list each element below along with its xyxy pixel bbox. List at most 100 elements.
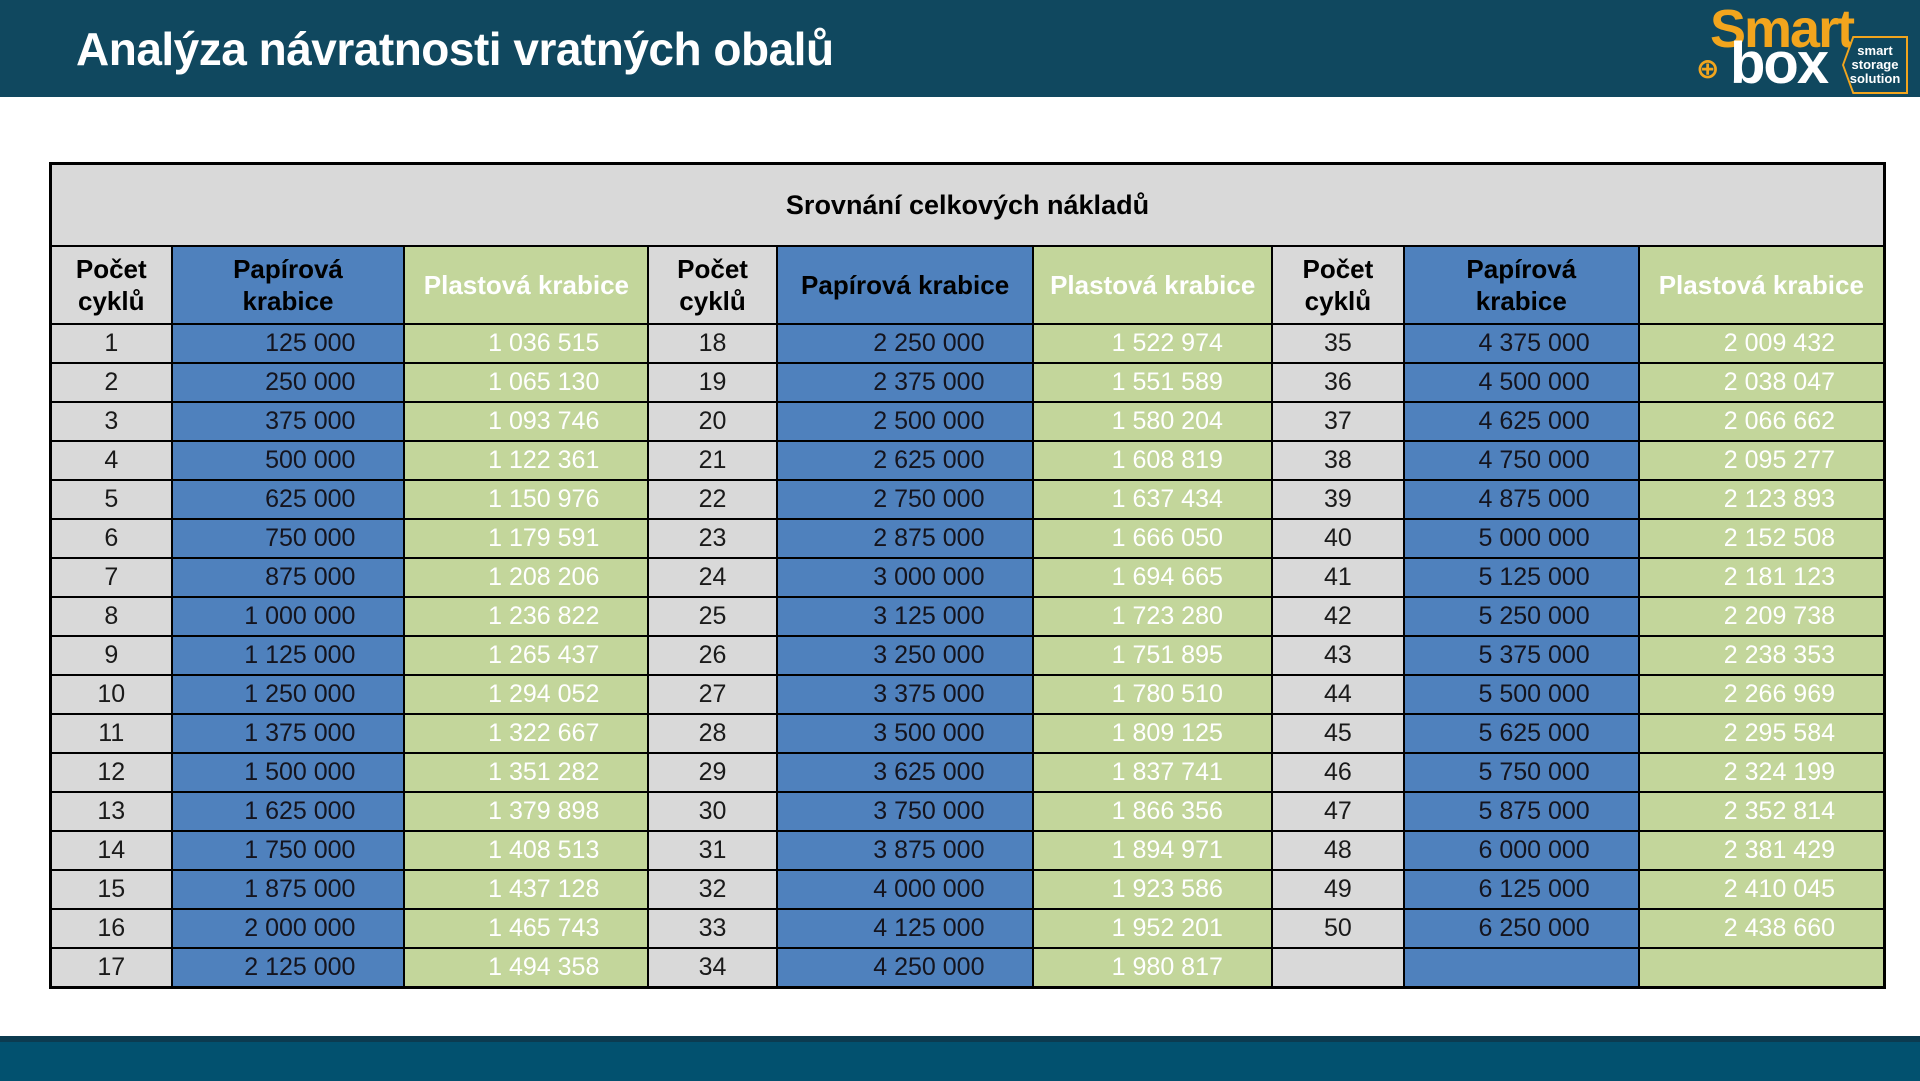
header-paper-3: Papírová krabice [1402,245,1640,325]
plastic-cell: 1 294 052 [403,674,650,715]
plastic-cell: 2 152 508 [1637,518,1886,559]
cycles-cell: 15 [49,869,173,910]
cycles-cell: 17 [49,947,173,988]
paper-cell: 1 125 000 [170,635,406,676]
cycles-cell: 18 [647,323,778,364]
plastic-cell: 1 465 743 [403,908,650,949]
paper-cell: 5 625 000 [1402,713,1640,754]
cycles-cell: 12 [49,752,173,793]
paper-cell: 1 250 000 [170,674,406,715]
cycles-cell: 25 [647,596,778,637]
plastic-cell: 1 351 282 [403,752,650,793]
cycles-cell: 50 [1270,908,1405,949]
plastic-cell: 2 209 738 [1637,596,1886,637]
tagline-line-3: solution [1849,71,1901,86]
paper-cell: 3 750 000 [775,791,1035,832]
paper-cell: 5 125 000 [1402,557,1640,598]
cycles-cell: 41 [1270,557,1405,598]
plastic-cell: 1 894 971 [1032,830,1273,871]
table-row: 17 2 125 000 1 494 358 34 4 250 000 1 980 817 [49,947,1886,988]
paper-cell: 2 000 000 [170,908,406,949]
plastic-cell: 2 295 584 [1637,713,1886,754]
paper-cell: 1 750 000 [170,830,406,871]
table-row: 6 750 000 1 179 591 23 2 875 000 1 666 050 40 5… [49,518,1886,559]
table-row: 16 2 000 000 1 465 743 33 4 125 000 1 952 201… [49,908,1886,949]
table-row: 10 1 250 000 1 294 052 27 3 375 000 1 780 510… [49,674,1886,715]
table-row: 1 125 000 1 036 515 18 2 250 000 1 522 974 35 4… [49,323,1886,364]
plastic-cell: 2 238 353 [1637,635,1886,676]
cycles-cell [1270,947,1405,988]
header-paper-1: Papírová krabice [170,245,406,325]
cycles-cell: 3 [49,401,173,442]
cycles-cell: 43 [1270,635,1405,676]
plastic-cell: 1 150 976 [403,479,650,520]
logo-tagline-box: smart storage solution [1844,38,1906,92]
cycles-cell: 34 [647,947,778,988]
paper-cell: 3 875 000 [775,830,1035,871]
paper-cell: 250 000 [170,362,406,403]
paper-cell: 1 625 000 [170,791,406,832]
plastic-cell: 1 666 050 [1032,518,1273,559]
cycles-cell: 19 [647,362,778,403]
header-plastic-2: Plastová krabice [1032,245,1273,325]
table-row: 3 375 000 1 093 746 20 2 500 000 1 580 204 37 4… [49,401,1886,442]
cycles-cell: 39 [1270,479,1405,520]
circle-plus-icon: ⊕ [1696,53,1720,84]
plastic-cell: 1 265 437 [403,635,650,676]
cost-comparison-table: Srovnání celkových nákladů Počet cyklů P… [49,162,1886,989]
plastic-cell: 1 437 128 [403,869,650,910]
paper-cell: 1 875 000 [170,869,406,910]
plastic-cell: 2 410 045 [1637,869,1886,910]
cycles-cell: 28 [647,713,778,754]
cycles-cell: 11 [49,713,173,754]
paper-cell: 5 250 000 [1402,596,1640,637]
plastic-cell: 2 123 893 [1637,479,1886,520]
tagline-line-1: smart [1857,43,1893,58]
plastic-cell: 2 095 277 [1637,440,1886,481]
paper-cell: 4 250 000 [775,947,1035,988]
table-row: 13 1 625 000 1 379 898 30 3 750 000 1 866 356… [49,791,1886,832]
plastic-cell: 1 208 206 [403,557,650,598]
cycles-cell: 31 [647,830,778,871]
plastic-cell: 1 809 125 [1032,713,1273,754]
cycles-cell: 13 [49,791,173,832]
cycles-cell: 23 [647,518,778,559]
tagline-line-2: storage [1851,57,1899,72]
plastic-cell: 2 181 123 [1637,557,1886,598]
plastic-cell: 1 837 741 [1032,752,1273,793]
paper-cell: 3 250 000 [775,635,1035,676]
cycles-cell: 21 [647,440,778,481]
table-body: 1 125 000 1 036 515 18 2 250 000 1 522 974 35 4… [49,323,1886,988]
paper-cell: 2 500 000 [775,401,1035,442]
table-row: 4 500 000 1 122 361 21 2 625 000 1 608 819 38 4… [49,440,1886,481]
paper-cell: 3 625 000 [775,752,1035,793]
paper-cell: 625 000 [170,479,406,520]
plastic-cell [1637,947,1886,988]
table-row: 11 1 375 000 1 322 667 28 3 500 000 1 809 125… [49,713,1886,754]
logo-smart-text: Smart [1710,0,1855,59]
paper-cell: 5 375 000 [1402,635,1640,676]
plastic-cell: 1 751 895 [1032,635,1273,676]
plastic-cell: 2 381 429 [1637,830,1886,871]
table-row: 15 1 875 000 1 437 128 32 4 000 000 1 923 586… [49,869,1886,910]
paper-cell: 5 750 000 [1402,752,1640,793]
cycles-cell: 32 [647,869,778,910]
cycles-cell: 4 [49,440,173,481]
plastic-cell: 2 266 969 [1637,674,1886,715]
paper-cell: 750 000 [170,518,406,559]
cycles-cell: 1 [49,323,173,364]
cycles-cell: 44 [1270,674,1405,715]
plastic-cell: 1 093 746 [403,401,650,442]
paper-cell: 2 875 000 [775,518,1035,559]
header-cycles-2: Počet cyklů [647,245,778,325]
cycles-cell: 47 [1270,791,1405,832]
cycles-cell: 9 [49,635,173,676]
cycles-cell: 48 [1270,830,1405,871]
plastic-cell: 1 179 591 [403,518,650,559]
paper-cell: 6 250 000 [1402,908,1640,949]
table-row: 14 1 750 000 1 408 513 31 3 875 000 1 894 971… [49,830,1886,871]
cycles-cell: 33 [647,908,778,949]
paper-cell: 4 875 000 [1402,479,1640,520]
